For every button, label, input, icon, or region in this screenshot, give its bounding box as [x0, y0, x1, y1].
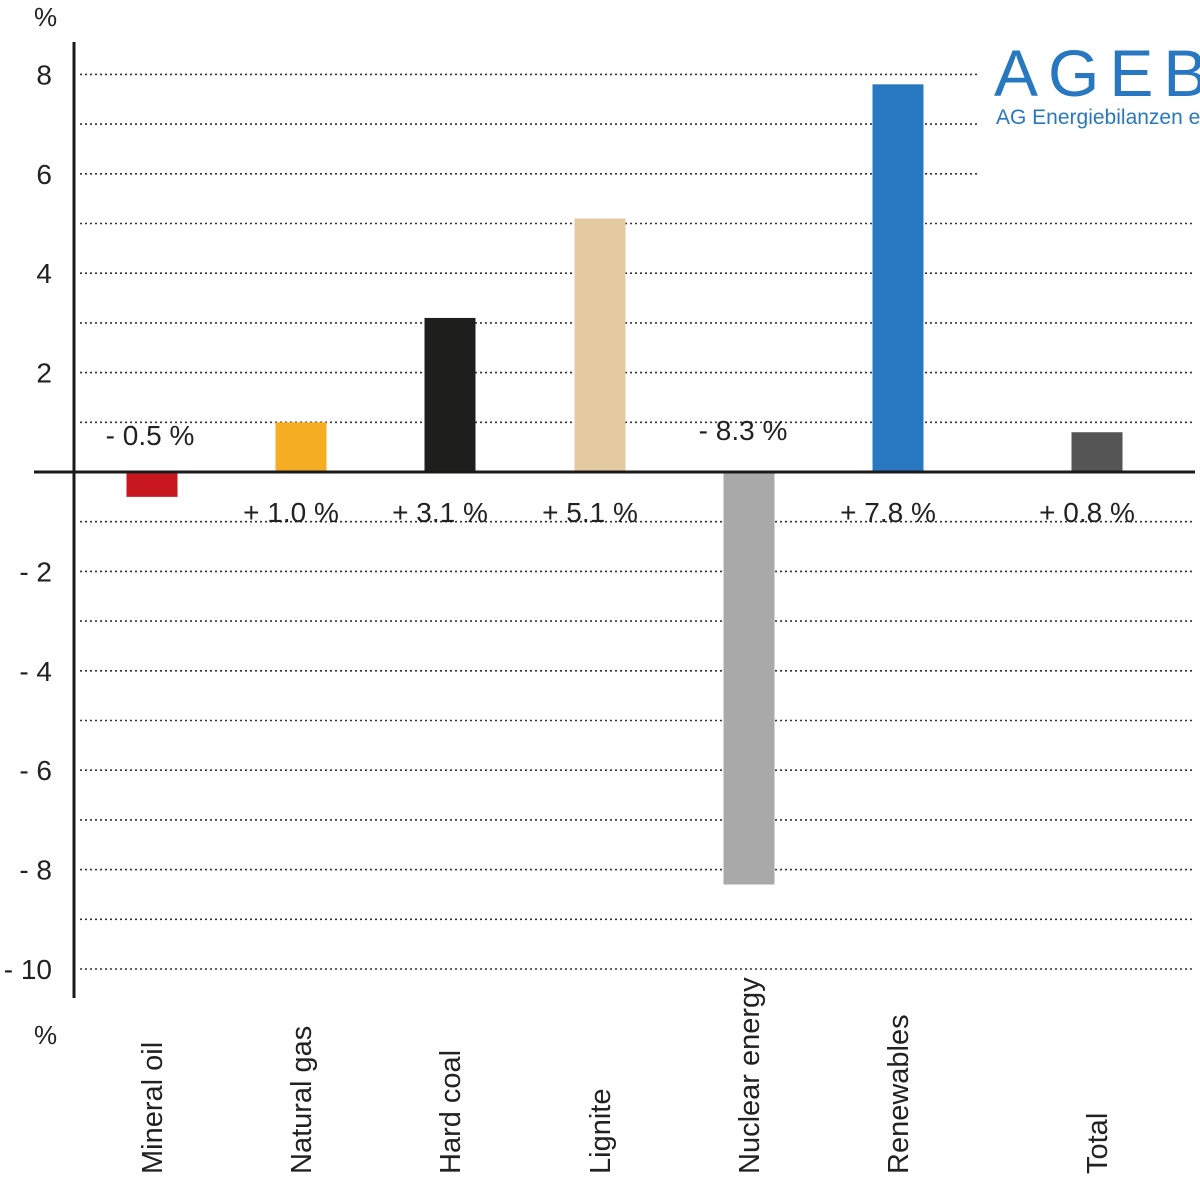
category-label: Hard coal [435, 1050, 467, 1174]
y-tick-label: - 2 [19, 556, 52, 587]
bar-mineral-oil [126, 472, 178, 497]
data-label: + 0.8 % [1039, 497, 1135, 528]
bar-total [1071, 432, 1123, 472]
y-tick-label: - 4 [19, 656, 52, 687]
data-label: + 7.8 % [840, 497, 936, 528]
category-label: Nuclear energy [734, 977, 766, 1174]
bars [126, 84, 1123, 885]
data-label: + 5.1 % [542, 497, 638, 528]
y-tick-label: 2 [36, 358, 52, 389]
category-label: Lignite [585, 1089, 617, 1174]
logo-title: AGEB [994, 36, 1200, 110]
category-label: Mineral oil [137, 1042, 169, 1174]
axes [34, 42, 1195, 998]
data-label: - 0.5 % [106, 420, 195, 451]
gridlines [80, 73, 1195, 970]
bar-natural-gas [275, 422, 327, 472]
y-tick-label: 4 [36, 258, 52, 289]
y-tick-label: - 8 [19, 855, 52, 886]
y-tick-label: - 6 [19, 755, 52, 786]
bar-hard-coal [424, 317, 476, 472]
category-label: Renewables [883, 1014, 915, 1174]
data-label: + 1.0 % [243, 497, 339, 528]
category-labels: Mineral oil Natural gas Hard coal Lignite Nu… [137, 977, 1114, 1174]
logo-subtitle: AG Energiebilanzen e.V. [996, 106, 1200, 129]
y-tick-label: - 10 [4, 954, 52, 985]
bar-renewables [872, 84, 924, 472]
bar-lignite [574, 218, 626, 472]
data-label: + 3.1 % [392, 497, 488, 528]
category-label: Total [1082, 1113, 1114, 1174]
y-unit-top: % [34, 2, 57, 32]
y-tick-label: 6 [36, 159, 52, 190]
y-unit-bottom: % [34, 1020, 57, 1050]
bar-nuclear-energy [723, 472, 775, 885]
y-tick-labels: 8 6 4 2 - 2 - 4 - 6 - 8 - 10 [4, 59, 52, 985]
y-tick-label: 8 [36, 59, 52, 90]
category-label: Natural gas [286, 1026, 318, 1174]
data-label: - 8.3 % [699, 415, 788, 446]
ageb-logo: AGEB AG Energiebilanzen e.V. [994, 36, 1200, 129]
data-labels: - 0.5 % + 1.0 % + 3.1 % + 5.1 % - 8.3 % + 7.8… [106, 415, 1135, 528]
